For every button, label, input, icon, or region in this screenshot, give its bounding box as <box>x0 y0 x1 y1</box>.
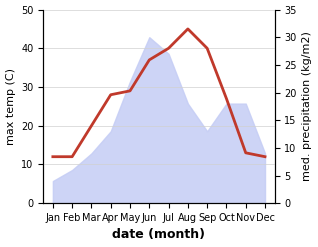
Y-axis label: med. precipitation (kg/m2): med. precipitation (kg/m2) <box>302 31 313 181</box>
Y-axis label: max temp (C): max temp (C) <box>5 68 16 145</box>
X-axis label: date (month): date (month) <box>113 228 205 242</box>
